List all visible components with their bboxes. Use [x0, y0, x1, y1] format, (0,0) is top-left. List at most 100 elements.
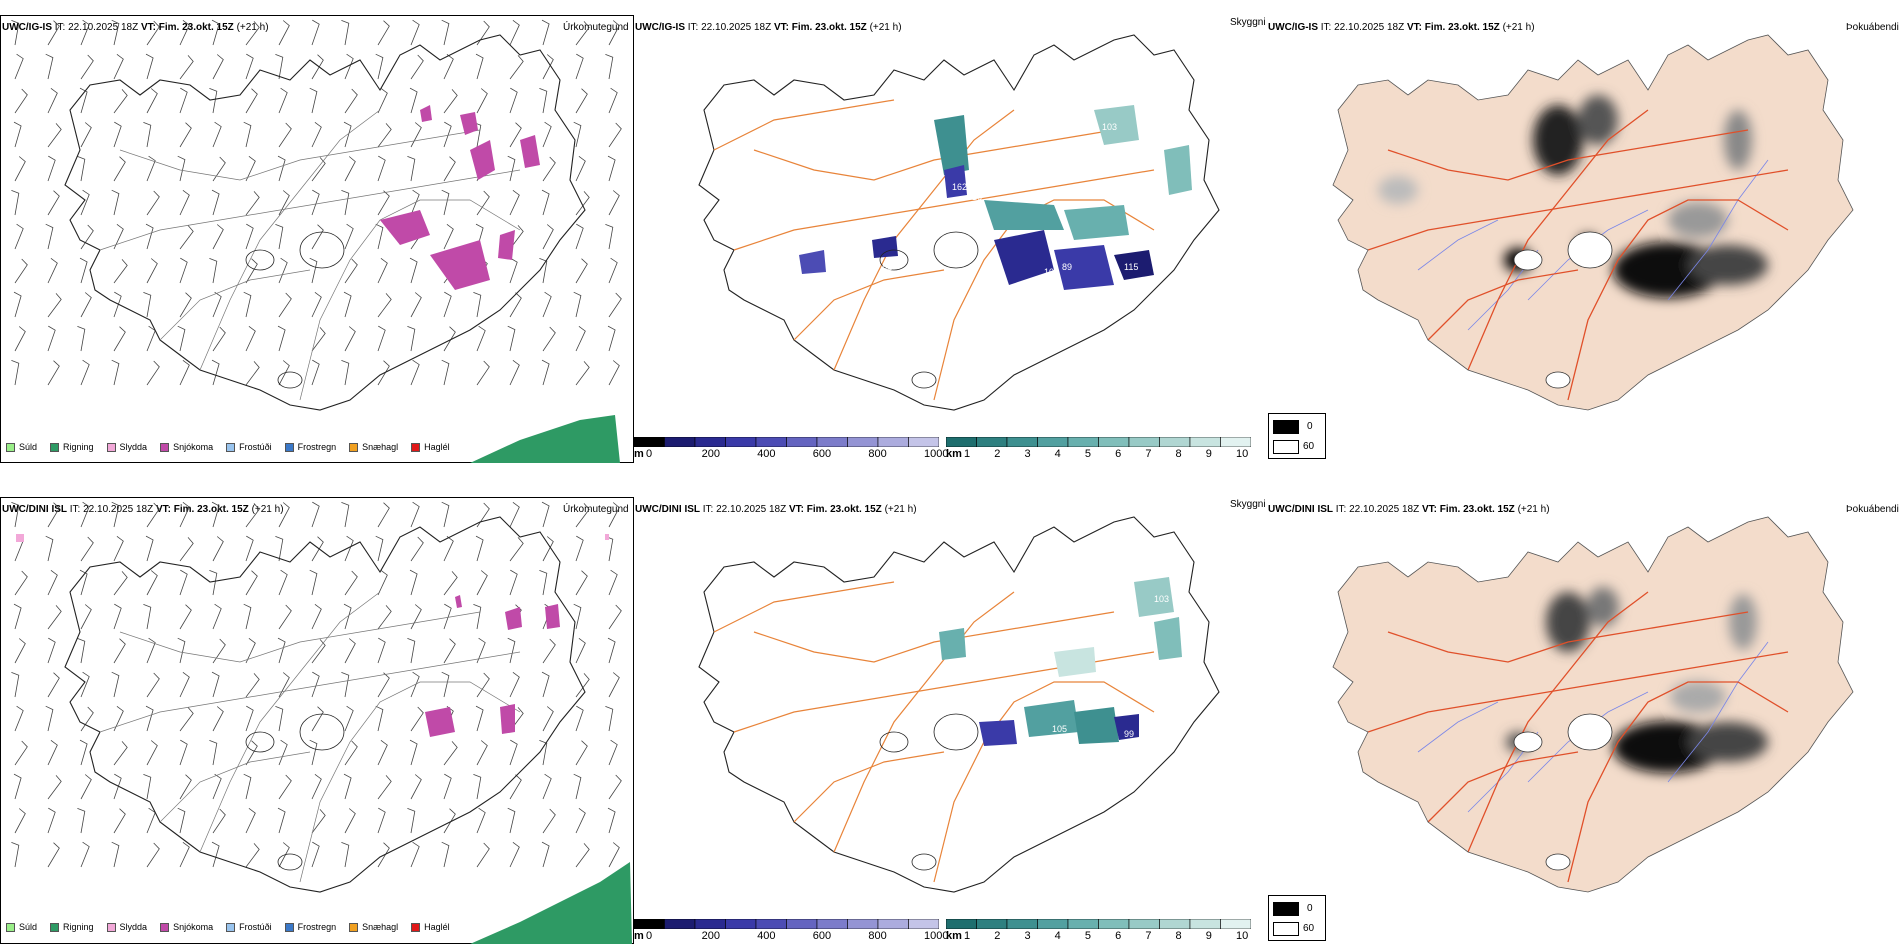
wind-barb — [343, 291, 352, 318]
wind-barb — [113, 603, 122, 630]
legend-item: Snæhagl — [349, 442, 398, 452]
wind-barb — [343, 603, 352, 630]
wind-barb — [179, 292, 192, 318]
colorbar-cell — [1067, 437, 1099, 447]
wind-barb — [13, 603, 22, 630]
wind-barb — [179, 19, 190, 46]
colorbar-tick-label: 6 — [1115, 448, 1122, 460]
colorbar-cell — [877, 437, 909, 447]
wind-barb — [575, 535, 584, 562]
iceland-outline — [698, 516, 1220, 893]
wind-barb — [473, 604, 482, 630]
wind-barb — [608, 20, 620, 46]
wind-barb — [146, 570, 158, 596]
wind-barb — [80, 122, 92, 148]
model-name: UWC/DINI ISL — [635, 504, 700, 515]
legend-item: Haglél — [411, 442, 450, 452]
wind-barb — [443, 535, 454, 562]
wind-barb — [47, 87, 58, 114]
wind-barb — [212, 536, 224, 562]
wind-barb — [80, 54, 94, 80]
colorbar-tick-label: 0 — [646, 930, 653, 942]
wind-barb — [47, 842, 60, 868]
wind-barb — [607, 637, 616, 664]
precip-type-legend: Súld Rigning Slydda Snjókoma Frostúði Frostre… — [6, 442, 463, 452]
wind-barb — [608, 774, 622, 800]
wind-barb — [410, 292, 422, 318]
vt-value: Fim. 23.okt. 15Z — [173, 504, 249, 515]
wind-barb — [146, 360, 160, 386]
wind-barb — [278, 122, 292, 148]
fog-value-0: 0 — [1307, 903, 1313, 914]
legend-item: Slydda — [106, 442, 147, 452]
colorbar-tick-label: 600 — [812, 930, 832, 942]
wind-barb — [607, 155, 616, 182]
visibility-value-label: 16 — [972, 192, 982, 202]
snowfall-areas — [425, 595, 560, 737]
colorbar-tick-label: 9 — [1205, 930, 1212, 942]
wind-barb — [341, 190, 350, 216]
wind-barb — [113, 156, 126, 182]
wind-barb — [14, 258, 28, 284]
wind-barb — [377, 155, 386, 182]
wind-barb — [509, 55, 524, 80]
wind-barb — [278, 569, 288, 596]
wind-barb — [245, 503, 260, 528]
roads-network — [99, 109, 521, 401]
wind-barb — [79, 257, 88, 284]
wind-barb — [309, 739, 318, 766]
fog-swatch-60 — [1273, 922, 1299, 936]
precip-type-title: Úrkomutegund — [563, 22, 629, 33]
wind-barb — [410, 536, 424, 562]
wind-barb — [476, 190, 490, 216]
wind-barb — [278, 604, 292, 630]
wind-barb — [375, 705, 384, 732]
wind-barb — [443, 571, 458, 596]
legend-swatch — [349, 442, 359, 452]
legend-swatch — [226, 922, 236, 932]
wind-barb — [377, 739, 388, 766]
wind-barb — [14, 740, 28, 766]
wind-barb — [211, 841, 220, 868]
wind-barb — [377, 637, 386, 664]
legend-label: Frostregn — [297, 442, 337, 452]
run-header: UWC/DINI ISL IT: 22.10.2025 18Z VT: Fim.… — [1268, 504, 1550, 516]
legend-swatch — [226, 442, 236, 452]
wind-barb — [11, 672, 20, 698]
wind-barb — [341, 502, 350, 528]
wind-barb — [410, 54, 424, 80]
model-name: UWC/IG-IS — [635, 22, 685, 33]
visibility-value-label: 70 — [1142, 710, 1152, 720]
wind-barb — [47, 569, 58, 596]
wind-barb — [443, 638, 456, 664]
glaciers — [1513, 231, 1613, 389]
colorbar-cell — [1159, 437, 1191, 447]
wind-barb — [209, 570, 218, 596]
lead-time: (+21 h) — [236, 22, 269, 33]
wind-barb — [410, 189, 420, 216]
legend-label: Súld — [19, 922, 38, 932]
legend-swatch — [50, 922, 60, 932]
wind-barb — [179, 671, 190, 698]
wind-barb — [441, 501, 450, 528]
legend-swatch — [349, 922, 359, 932]
wind-barb — [608, 190, 620, 216]
colorbar-cell — [694, 437, 726, 447]
wind-barb — [377, 325, 386, 352]
wind-barb — [509, 87, 518, 114]
wind-barb — [80, 501, 90, 528]
visibility-value-label: 128 — [946, 247, 961, 257]
wind-barb — [377, 569, 388, 596]
wind-barb — [608, 672, 620, 698]
wind-barb — [344, 705, 354, 732]
wind-barb — [245, 191, 260, 216]
colorbar-cell — [755, 919, 787, 929]
visibility-value-label: 162 — [952, 182, 967, 192]
wind-barb — [608, 360, 620, 386]
wind-barb — [575, 807, 586, 834]
vt-label: VT: — [773, 22, 789, 33]
colorbar-km-ticks: km 1 2 3 4 5 6 7 8 9 10 — [946, 930, 1251, 944]
colorbar-tick-label: 400 — [757, 448, 776, 460]
legend-label: Snjókoma — [173, 922, 214, 932]
visibility-value-label: 82 — [882, 262, 892, 272]
